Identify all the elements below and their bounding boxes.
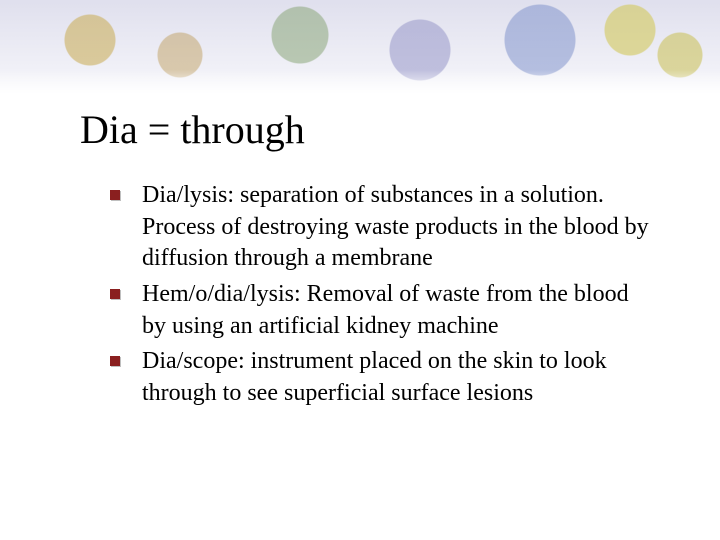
list-item: Dia/lysis: separation of substances in a… [110, 180, 650, 275]
list-item: Hem/o/dia/lysis: Removal of waste from t… [110, 279, 650, 342]
bullet-icon [110, 190, 120, 200]
bullet-icon [110, 356, 120, 366]
header-fade [0, 70, 720, 110]
list-item-text: Dia/scope: instrument placed on the skin… [142, 346, 650, 409]
list-item-text: Dia/lysis: separation of substances in a… [142, 180, 650, 275]
bullet-icon [110, 289, 120, 299]
slide: Dia = through Dia/lysis: separation of s… [0, 0, 720, 540]
bullet-list: Dia/lysis: separation of substances in a… [110, 180, 650, 414]
list-item: Dia/scope: instrument placed on the skin… [110, 346, 650, 409]
list-item-text: Hem/o/dia/lysis: Removal of waste from t… [142, 279, 650, 342]
slide-title: Dia = through [80, 108, 305, 152]
